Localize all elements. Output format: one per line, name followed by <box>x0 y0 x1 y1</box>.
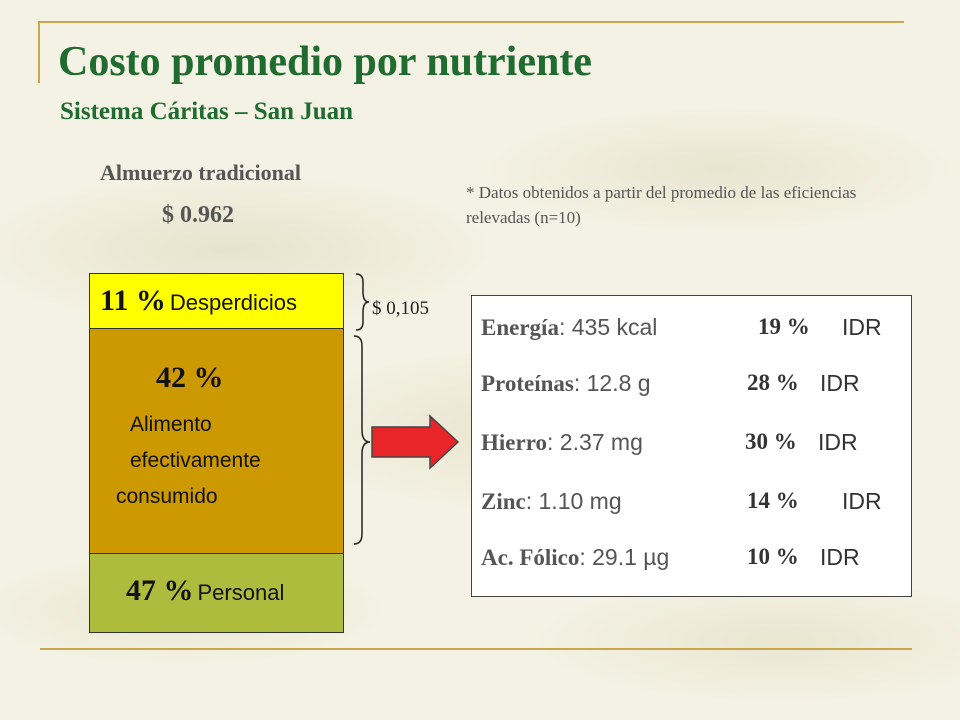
eaten-label-line-2: efectivamente <box>130 449 261 472</box>
nutrient-quantity: 29.1 µg <box>592 544 670 570</box>
nutrient-idr: IDR <box>842 488 882 514</box>
top-accent-line <box>38 21 904 23</box>
waste-text: 11 % Desperdicios <box>100 284 297 318</box>
nutrient-percent: 30 % <box>745 429 797 454</box>
nutrient-name: Hierro <box>481 430 547 455</box>
bottom-accent-line <box>40 648 912 650</box>
waste-label: Desperdicios <box>169 290 298 315</box>
nutrient-quantity: 1.10 mg <box>538 488 622 514</box>
staff-text: 47 % Personal <box>126 574 284 608</box>
eaten-label: Alimento efectivamente consumido <box>116 407 310 515</box>
slide-title: Costo promedio por nutriente <box>58 39 592 85</box>
left-accent-line <box>38 21 40 83</box>
nutrient-separator: : <box>547 429 560 455</box>
waste-cost: $ 0,105 <box>372 298 429 319</box>
nutrient-name: Energía <box>481 315 559 340</box>
staff-segment: 47 % Personal <box>89 553 344 633</box>
nutrient-percent: 10 % <box>747 544 799 569</box>
nutrient-separator: : <box>579 544 593 570</box>
meal-cost: $ 0.962 <box>162 202 234 228</box>
data-source-note: * Datos obtenidos a partir del promedio … <box>466 183 857 227</box>
nutrient-quantity: 12.8 g <box>586 370 651 396</box>
nutrient-idr: IDR <box>842 314 882 340</box>
eaten-brace-icon <box>353 335 371 545</box>
eaten-segment: 42 % Alimento efectivamente consumido <box>89 328 344 554</box>
nutrient-name: Ac. Fólico <box>481 545 580 570</box>
nutrient-name: Zinc <box>481 489 526 514</box>
nutrient-percent: 28 % <box>747 370 799 395</box>
eaten-label-line-3: consumido <box>116 485 218 508</box>
meal-label: Almuerzo tradicional <box>100 160 302 185</box>
nutrient-quantity: 435 kcal <box>571 314 658 340</box>
staff-label: Personal <box>197 580 285 605</box>
nutrient-percent: 14 % <box>747 488 799 513</box>
right-arrow-icon <box>371 414 460 470</box>
waste-brace-icon <box>355 273 370 331</box>
nutrient-name: Proteínas <box>481 371 574 396</box>
nutrient-row-energia: Energía: 435 kcal 19 % IDR <box>481 314 882 348</box>
eaten-pct: 42 % <box>156 361 224 394</box>
nutrient-percent: 19 % <box>758 314 810 339</box>
nutrient-idr: IDR <box>818 429 858 455</box>
eaten-label-line-1: Alimento <box>130 413 212 436</box>
nutrient-separator: : <box>525 488 539 514</box>
nutrient-row-proteinas: Proteínas: 12.8 g 28 % IDR <box>481 370 860 404</box>
nutrient-row-hierro: Hierro: 2.37 mg 30 % IDR <box>481 429 858 463</box>
nutrient-separator: : <box>558 314 572 340</box>
nutrient-idr: IDR <box>820 544 860 570</box>
nutrient-idr: IDR <box>820 370 860 396</box>
nutrient-separator: : <box>573 370 587 396</box>
slide-subtitle: Sistema Cáritas – San Juan <box>60 98 354 125</box>
staff-pct: 47 % <box>126 574 194 607</box>
waste-pct: 11 % <box>100 284 166 317</box>
nutrient-quantity: 2.37 mg <box>559 429 643 455</box>
waste-segment: 11 % Desperdicios <box>89 273 344 329</box>
nutrient-panel: Energía: 435 kcal 19 % IDR Proteínas: 12… <box>471 295 912 597</box>
nutrient-row-zinc: Zinc: 1.10 mg 14 % IDR <box>481 488 882 522</box>
nutrient-row-ac-folico: Ac. Fólico: 29.1 µg 10 % IDR <box>481 544 860 578</box>
